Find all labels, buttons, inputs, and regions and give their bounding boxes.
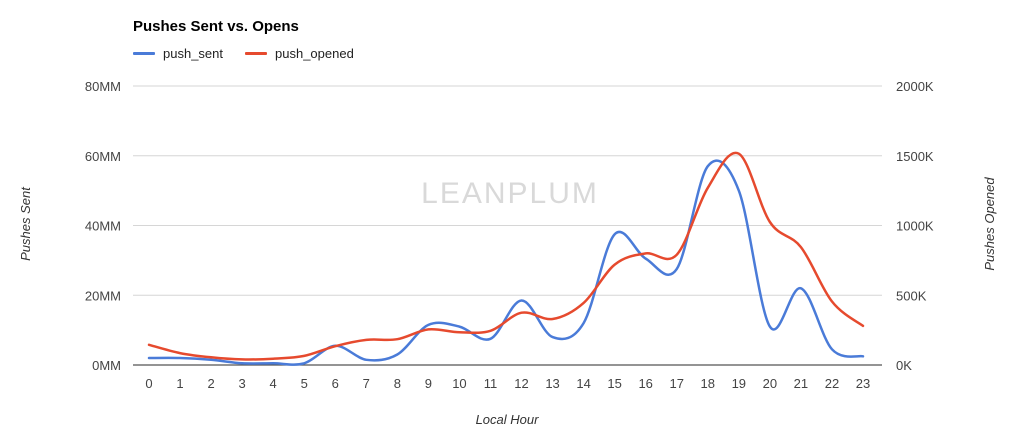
x-tick-label: 17: [670, 376, 684, 391]
x-tick-label: 21: [794, 376, 808, 391]
y-right-tick-label: 500K: [896, 288, 927, 303]
left-axis-ticks: 0MM 20MM 40MM 60MM 80MM: [85, 79, 121, 373]
x-tick-label: 20: [763, 376, 777, 391]
x-tick-label: 22: [825, 376, 839, 391]
gridlines: [133, 85, 882, 366]
series-line-push-opened[interactable]: [147, 151, 865, 361]
x-tick-label: 5: [301, 376, 308, 391]
legend-swatch-push-sent: [133, 52, 155, 55]
right-axis-ticks: 0K 500K 1000K 1500K 2000K: [896, 79, 934, 373]
watermark-logo: LEANPLUM: [421, 177, 599, 210]
x-tick-label: 15: [607, 376, 621, 391]
y-right-tick-label: 1500K: [896, 149, 934, 164]
x-axis-title: Local Hour: [476, 412, 540, 427]
x-tick-label: 18: [701, 376, 715, 391]
y-axis-title-left: Pushes Sent: [18, 186, 33, 261]
y-left-tick-label: 60MM: [85, 149, 121, 164]
x-tick-label: 2: [207, 376, 214, 391]
legend: push_sent push_opened: [133, 46, 376, 61]
legend-item-push-sent[interactable]: push_sent: [133, 46, 223, 61]
y-left-tick-label: 80MM: [85, 79, 121, 94]
y-axis-title-right: Pushes Opened: [982, 177, 997, 271]
x-tick-label: 14: [576, 376, 590, 391]
x-tick-label: 16: [638, 376, 652, 391]
legend-item-push-opened[interactable]: push_opened: [245, 46, 354, 61]
series-lines: [147, 151, 865, 366]
x-tick-label: 8: [394, 376, 401, 391]
x-tick-label: 9: [425, 376, 432, 391]
y-left-tick-label: 40MM: [85, 219, 121, 234]
x-tick-label: 12: [514, 376, 528, 391]
y-left-tick-label: 0MM: [92, 358, 121, 373]
x-tick-label: 6: [332, 376, 339, 391]
x-tick-label: 1: [176, 376, 183, 391]
x-tick-label: 7: [363, 376, 370, 391]
x-tick-label: 10: [452, 376, 466, 391]
x-tick-label: 11: [484, 376, 498, 391]
y-left-tick-label: 20MM: [85, 288, 121, 303]
x-tick-label: 4: [270, 376, 277, 391]
series-line-push-sent[interactable]: [147, 159, 865, 366]
legend-label-push-opened: push_opened: [275, 46, 354, 61]
y-right-tick-label: 0K: [896, 358, 912, 373]
x-axis-ticks: 0 1 2 3 4 5 6 7 8 9 10 11 12 13 14 15 16 17 18 19 20 21 22 23: [145, 376, 870, 391]
x-tick-label: 0: [145, 376, 152, 391]
x-tick-label: 23: [856, 376, 870, 391]
x-tick-label: 3: [239, 376, 246, 391]
y-right-tick-label: 2000K: [896, 79, 934, 94]
x-tick-label: 19: [732, 376, 746, 391]
legend-swatch-push-opened: [245, 52, 267, 55]
chart-title: Pushes Sent vs. Opens: [133, 18, 299, 35]
x-tick-label: 13: [545, 376, 559, 391]
y-right-tick-label: 1000K: [896, 219, 934, 234]
legend-label-push-sent: push_sent: [163, 46, 223, 61]
